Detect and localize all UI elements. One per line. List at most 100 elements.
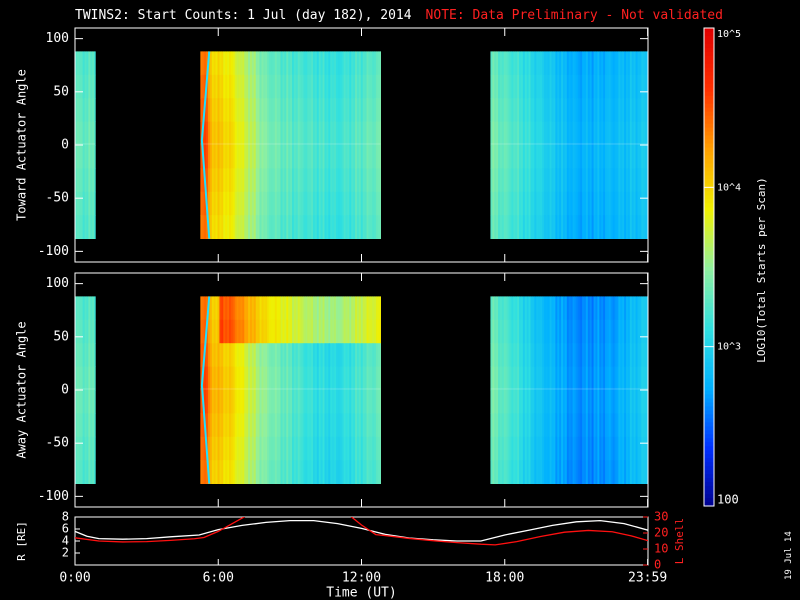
- heatmap-cell: [603, 436, 606, 461]
- colorbar-label: LOG10(Total Starts per Scan): [755, 177, 768, 362]
- heatmap-cell: [576, 168, 579, 193]
- colorbar-step: [704, 338, 714, 344]
- heatmap-cell: [374, 145, 377, 169]
- heatmap-cell: [253, 51, 257, 76]
- heatmap-cell: [219, 168, 222, 193]
- heatmap-cell: [290, 51, 293, 76]
- heatmap-cell: [507, 215, 510, 239]
- heatmap-cell: [232, 98, 236, 122]
- heatmap-cell: [288, 168, 291, 193]
- colorbar-step: [704, 155, 714, 161]
- heatmap-cell: [501, 319, 505, 344]
- heatmap-cell: [307, 436, 310, 461]
- heatmap-cell: [316, 436, 320, 461]
- heatmap-cell: [78, 436, 82, 461]
- heatmap-cell: [330, 296, 333, 321]
- heatmap-cell: [536, 296, 539, 321]
- heatmap-cell: [570, 74, 573, 99]
- heatmap-cell: [377, 145, 381, 169]
- heatmap-cell: [543, 436, 547, 461]
- heatmap-cell: [376, 168, 379, 193]
- heatmap-cell: [337, 436, 341, 461]
- heatmap-cell: [82, 168, 85, 193]
- heatmap-cell: [343, 319, 346, 344]
- heatmap-cell: [572, 366, 575, 391]
- heatmap-cell: [620, 98, 623, 122]
- heatmap-cell: [626, 319, 629, 344]
- heatmap-cell: [324, 436, 327, 461]
- heatmap-cell: [509, 460, 512, 484]
- heatmap-cell: [505, 390, 509, 414]
- heatmap-cell: [490, 366, 493, 391]
- heatmap-cell: [614, 98, 617, 122]
- heatmap-cell: [360, 74, 364, 99]
- colorbar-step: [704, 183, 714, 188]
- heatmap-cell: [82, 460, 85, 484]
- heatmap-cell: [217, 413, 220, 438]
- heatmap-cell: [215, 460, 218, 484]
- heatmap-cell: [318, 343, 322, 367]
- heatmap-cell: [94, 460, 96, 484]
- heatmap-cell: [606, 319, 610, 344]
- heatmap-cell: [511, 413, 514, 438]
- heatmap-cell: [578, 343, 581, 367]
- heatmap-cell: [295, 413, 299, 438]
- heatmap-cell: [75, 191, 78, 216]
- heatmap-cell: [547, 74, 551, 99]
- heatmap-cell: [286, 191, 289, 216]
- heatmap-cell: [330, 343, 333, 367]
- heatmap-cell: [318, 215, 322, 239]
- heatmap-cell: [637, 390, 640, 414]
- heatmap-cell: [295, 436, 299, 461]
- heatmap-cell: [631, 343, 635, 367]
- heatmap-cell: [568, 191, 572, 216]
- heatmap-cell: [490, 390, 493, 414]
- heatmap-cell: [610, 390, 614, 414]
- heatmap-cell: [490, 296, 493, 321]
- colorbar-step: [704, 203, 714, 208]
- heatmap-cell: [557, 74, 560, 99]
- heatmap-cell: [75, 74, 78, 99]
- heatmap-cell: [261, 366, 264, 391]
- x-tick-label: 12:00: [342, 571, 381, 586]
- heatmap-cell: [253, 121, 257, 146]
- heatmap-cell: [566, 390, 570, 414]
- heatmap-cell: [356, 436, 360, 461]
- heatmap-cell: [606, 191, 610, 216]
- heatmap-cell: [376, 51, 379, 76]
- heatmap-cell: [322, 390, 325, 414]
- heatmap-cell: [599, 366, 602, 391]
- heatmap-cell: [637, 74, 640, 99]
- heatmap-cell: [601, 98, 604, 122]
- heatmap-cell: [605, 319, 608, 344]
- heatmap-cell: [335, 296, 339, 321]
- heatmap-cell: [217, 366, 220, 391]
- heatmap-cell: [593, 74, 596, 99]
- heatmap-cell: [566, 319, 570, 344]
- heatmap-cell: [88, 98, 91, 122]
- heatmap-cell: [316, 168, 320, 193]
- heatmap-cell: [545, 296, 549, 321]
- heatmap-cell: [80, 98, 84, 122]
- heatmap-cell: [555, 145, 558, 169]
- heatmap-cell: [240, 168, 243, 193]
- heatmap-cell: [324, 121, 327, 146]
- heatmap-cell: [234, 436, 238, 461]
- heatmap-cell: [490, 98, 493, 122]
- heatmap-cell: [612, 98, 615, 122]
- heatmap-cell: [282, 191, 285, 216]
- heatmap-cell: [645, 145, 648, 169]
- heatmap-cell: [206, 343, 209, 367]
- heatmap-cell: [251, 168, 255, 193]
- heatmap-cell: [622, 366, 625, 391]
- heatmap-cell: [271, 74, 274, 99]
- heatmap-cell: [635, 74, 638, 99]
- heatmap-cell: [259, 215, 262, 239]
- heatmap-cell: [309, 413, 312, 438]
- heatmap-cell: [492, 121, 495, 146]
- heatmap-cell: [242, 436, 245, 461]
- heatmap-cell: [589, 366, 593, 391]
- heatmap-cell: [248, 145, 251, 169]
- heatmap-cell: [524, 145, 528, 169]
- heatmap-cell: [330, 460, 333, 484]
